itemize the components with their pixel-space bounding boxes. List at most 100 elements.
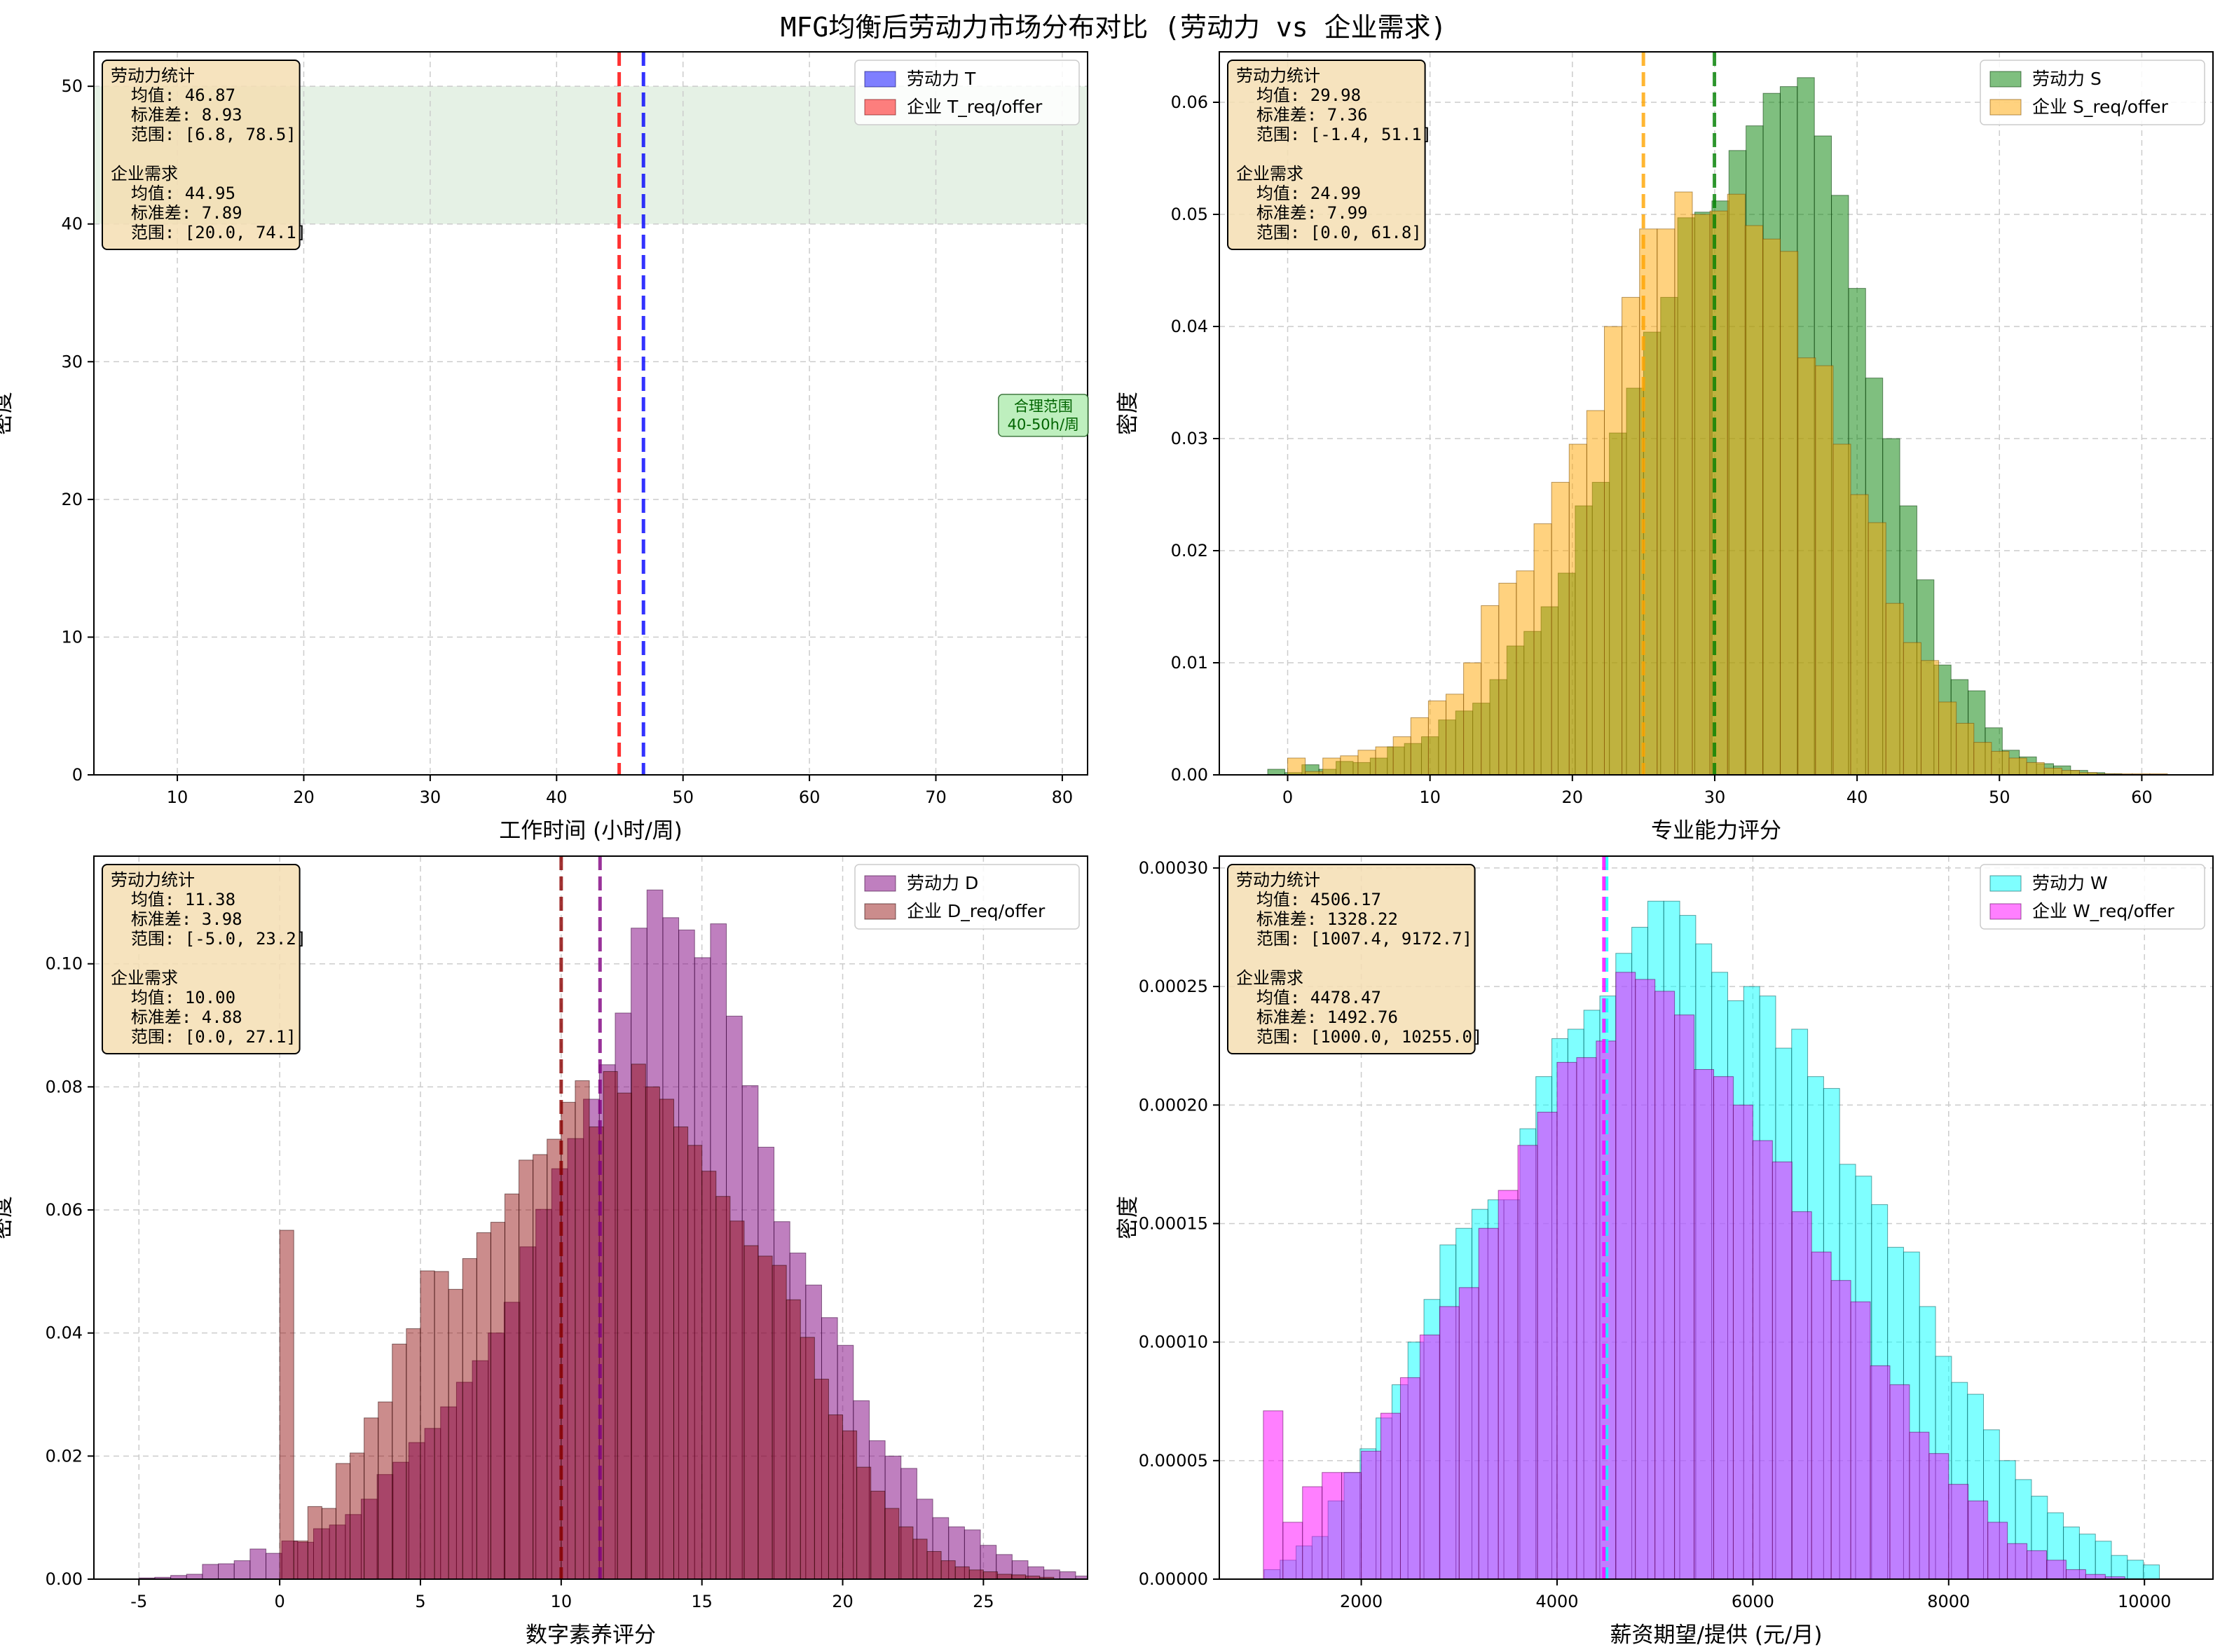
histogram-bar [884, 1508, 900, 1579]
histogram-bar [1517, 1145, 1538, 1579]
histogram-bar [1399, 1377, 1420, 1579]
histogram-bar [800, 1337, 815, 1579]
x-tick-label: -5 [130, 1592, 147, 1611]
histogram-bar [1657, 228, 1676, 775]
histogram-bar [1811, 1251, 1832, 1579]
y-tick-label: 0.06 [1171, 92, 1208, 112]
legend-label: 企业 D_req/offer [907, 901, 1046, 921]
y-tick-label: 0.04 [46, 1323, 83, 1343]
histogram-bar [1903, 642, 1921, 775]
stats-box-line: 劳动力统计 [1236, 870, 1320, 890]
y-axis-label: 密度 [1116, 392, 1141, 435]
histogram-bar [1713, 1076, 1734, 1579]
x-tick-label: 25 [973, 1592, 994, 1611]
histogram-bar [1830, 1280, 1851, 1579]
y-tick-label: 0.05 [1171, 205, 1208, 224]
y-tick-label: 0.00025 [1139, 977, 1208, 996]
stats-box-line: 均值: 24.99 [1236, 184, 1361, 203]
plot-area [617, 52, 645, 775]
stats-box [1227, 60, 1426, 250]
y-tick-label: 40 [61, 214, 83, 234]
histogram-bar [2027, 1550, 2048, 1579]
histogram-bar [1727, 193, 1746, 775]
histogram-bar [1287, 757, 1306, 775]
histogram-bar [1498, 1190, 1519, 1579]
histogram-bar [996, 1574, 1013, 1579]
histogram-bar [2143, 1564, 2160, 1579]
histogram-bar [772, 1265, 787, 1579]
histogram-bar [940, 1560, 956, 1579]
histogram-bar [744, 1245, 759, 1579]
x-tick-label: 80 [1052, 787, 1074, 807]
figure-title: MFG均衡后劳动力市场分布对比 (劳动力 vs 企业需求) [781, 12, 1447, 43]
histogram-bar [1302, 1486, 1323, 1579]
y-tick-label: 30 [61, 352, 83, 371]
histogram-bar [186, 1574, 203, 1579]
histogram-bar [1533, 523, 1552, 775]
histogram-bar [1537, 1111, 1558, 1579]
histogram-bar [476, 1232, 491, 1579]
histogram-bar [673, 1126, 689, 1579]
histogram-bar [448, 1288, 463, 1579]
histogram-bar [504, 1193, 520, 1579]
histogram-bar [645, 1086, 660, 1579]
x-tick-label: 30 [1704, 787, 1726, 807]
histogram-bar [786, 1299, 801, 1579]
histogram-bar [701, 1171, 717, 1579]
x-tick-label: 30 [420, 787, 441, 807]
legend-swatch [864, 71, 896, 88]
histogram-bar [1556, 1061, 1577, 1579]
histogram-bar [1478, 1227, 1499, 1579]
legend-label: 劳动力 W [2032, 873, 2108, 893]
y-tick-label: 0.00 [1171, 765, 1208, 785]
histogram-bar [1956, 722, 1975, 775]
histogram-bar [1458, 1287, 1479, 1579]
histogram-bar [1885, 603, 1904, 775]
legend-swatch [1989, 99, 2022, 116]
y-tick-label: 50 [61, 76, 83, 96]
histogram-bar [1968, 1500, 1989, 1579]
histogram-bar [982, 1571, 998, 1579]
axes-frame [1219, 51, 2214, 776]
x-tick-label: 50 [1989, 787, 2010, 807]
x-tick-label: 20 [293, 787, 315, 807]
stats-box [102, 864, 301, 1054]
histogram-bar [2127, 1560, 2144, 1579]
histogram-bar [1938, 701, 1957, 775]
histogram-bar [2111, 1555, 2128, 1579]
stats-box-line: 范围: [1007.4, 9172.7] [1236, 929, 1472, 949]
histogram-bar [687, 1145, 703, 1579]
histogram-bar [462, 1258, 477, 1579]
histogram-bar [1732, 1104, 1753, 1579]
plot-area [1267, 52, 2168, 775]
chart-panel-top-right: 0 10 20 30 40 50 60 0.00 0.01 0.02 0.03 0.04 0.05 0.0… [1116, 51, 2214, 844]
stats-box-line: 标准差: 7.36 [1236, 105, 1368, 125]
x-tick-label: 5 [415, 1592, 425, 1611]
band-note-text: 合理范围 [1014, 398, 1073, 415]
histogram-bar [1850, 1301, 1871, 1579]
legend-box [854, 864, 1080, 930]
histogram-bar [1498, 582, 1517, 775]
histogram-bar [321, 1508, 336, 1579]
histogram-bar [547, 1138, 562, 1579]
histogram-bar [856, 1466, 872, 1579]
histogram-bar [1357, 750, 1376, 775]
histogram-bar [828, 1414, 844, 1579]
histogram-bar [2095, 1541, 2112, 1579]
y-tick-label: 0.04 [1171, 317, 1208, 336]
x-tick-label: 15 [691, 1592, 713, 1611]
histogram-bar [1868, 522, 1886, 775]
legend-swatch [1989, 903, 2022, 920]
stats-box-line: 标准差: 3.98 [111, 909, 242, 929]
x-tick-label: 8000 [1927, 1592, 1970, 1611]
histogram-bar [1791, 1211, 1812, 1579]
y-tick-label: 0.08 [46, 1077, 83, 1096]
histogram-bar [1263, 1410, 1284, 1579]
legend-label: 劳动力 S [2032, 69, 2102, 89]
y-axis-label: 密度 [0, 1196, 15, 1239]
stats-box-line: 范围: [-1.4, 51.1] [1236, 125, 1432, 144]
stats-box-line: 企业需求 [1236, 968, 1303, 988]
histogram-bar [2104, 1576, 2125, 1579]
stats-box-line: 标准差: 1328.22 [1236, 909, 1398, 929]
chart-panel-bottom-left: -5 0 5 10 15 20 25 0.00 0.02 0.04 0.06 0.08 0.10 数字素养… [0, 855, 1088, 1648]
